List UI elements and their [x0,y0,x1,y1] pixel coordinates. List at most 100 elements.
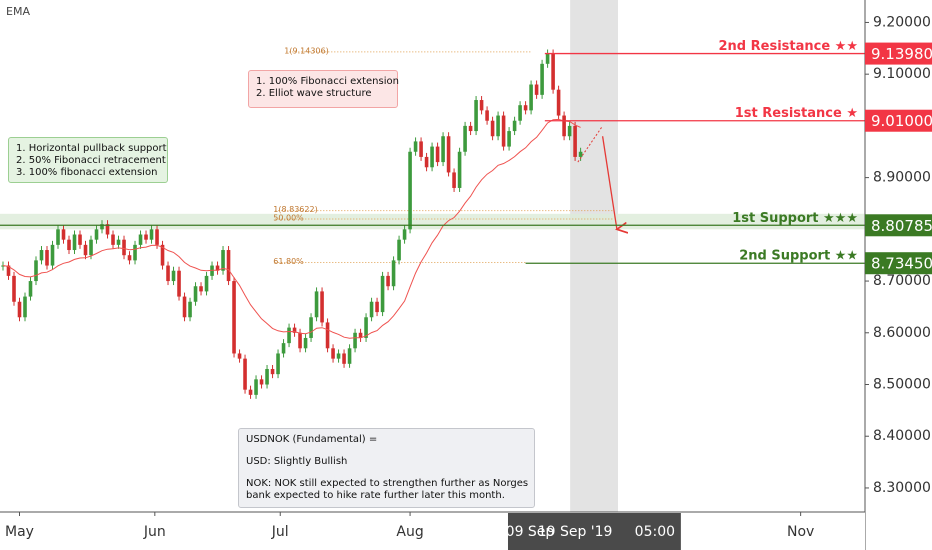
candle [111,234,115,245]
candle [479,100,484,111]
price-tag [865,214,932,237]
candle [419,141,423,157]
candle [204,275,209,292]
candle [578,151,583,157]
y-tick-label: 8.50000 [873,377,931,393]
candle [61,229,66,240]
candle [424,156,429,168]
range-box [507,513,681,550]
projection-arrow [601,136,617,229]
candle [556,89,561,116]
fib-label: 1(8.83622) [273,205,317,214]
candle [573,125,577,157]
candle [303,337,308,349]
candle [89,239,93,256]
level-name: 2nd Support ★★ [739,249,858,264]
candle [248,389,253,395]
candle [457,151,462,188]
x-tick-label: Jun [143,524,166,540]
candle [232,281,236,354]
candle [347,348,352,364]
candle [485,110,489,121]
candle [23,296,27,318]
candle [182,296,187,318]
note-line: 2. 50% Fibonacci retracement [16,155,166,166]
candle [452,172,456,188]
candle [518,105,522,121]
candle [265,368,269,385]
candle [496,115,500,137]
candle [523,105,528,111]
candle [100,224,104,230]
note-line: USDNOK (Fundamental) = [246,434,378,445]
range-label: 19 Sep '19 [538,524,613,540]
y-tick-label: 8.30000 [873,480,931,496]
candle [6,265,11,276]
candle [138,234,143,245]
candle [166,265,170,282]
candle [45,250,49,266]
candle [149,229,154,240]
candle [39,250,44,261]
candle [567,125,572,137]
note-line: 2. Elliot wave structure [256,88,372,99]
note-line: 1. Horizontal pullback support [16,143,167,154]
candle [127,255,132,261]
candle [270,368,275,375]
candle [171,270,176,282]
fib-label: 1(9.14306) [284,46,328,55]
candle [391,260,396,287]
x-tick-label: Aug [396,524,423,540]
candle [72,234,77,251]
candle [463,125,467,152]
note-box: USDNOK (Fundamental) = USD: Slightly Bul… [238,428,535,508]
time-axis [0,512,865,550]
note-line: 3. 100% fibonacci extension [16,167,158,178]
candle [254,379,258,395]
note-line: 1. 100% Fibonacci extension [256,76,399,87]
candle [67,239,71,251]
x-tick-label: Nov [787,524,814,540]
fib-label: 50.00% [273,213,304,222]
candle [435,146,440,163]
note-box: 1. Horizontal pullback support 2. 50% Fi… [8,137,168,183]
note-box: 1. 100% Fibonacci extension 2. Elliot wa… [248,70,399,108]
candle [243,358,247,390]
y-tick-label: 8.60000 [873,325,931,341]
candle [397,239,401,261]
candle [1,265,5,267]
level-name: 1st Resistance ★ [735,106,858,121]
candle [540,63,544,95]
range-label: 05:00 [635,524,675,540]
highlight-range [570,0,619,512]
candle [501,115,506,147]
candle [534,84,539,95]
candle [12,275,16,302]
price-tag-label: 9.01000 [871,112,932,130]
candle [353,332,357,349]
candle [50,244,55,266]
price-tag-label: 9.13980 [871,45,932,63]
candle [83,244,88,256]
candle [380,275,385,313]
candle [133,244,137,261]
candle [320,291,324,323]
level-name: 1st Support ★★★ [732,211,858,226]
candle [358,332,363,338]
candle [160,244,165,266]
candle [342,353,346,364]
candle [105,224,110,235]
candle [369,301,374,318]
range-label: 09 Sep [506,524,555,540]
candle [490,120,495,137]
candle [545,53,550,64]
candle [441,136,445,163]
price-tag [865,109,932,132]
candle [336,353,341,359]
price-tag [865,42,932,65]
ema-line [2,118,581,339]
y-tick-label: 8.40000 [873,428,931,444]
projection-dotted [577,125,604,163]
